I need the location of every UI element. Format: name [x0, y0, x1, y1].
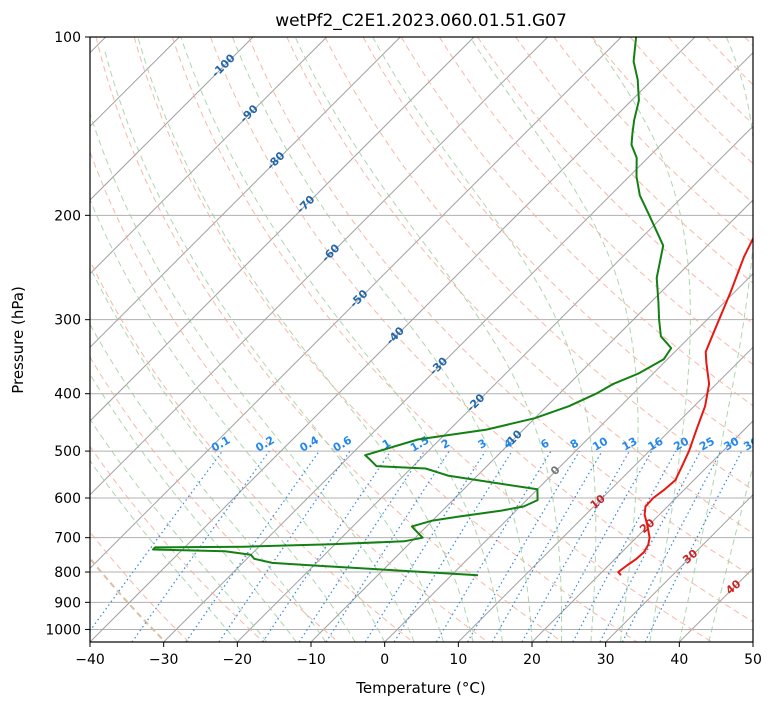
- isotherm-line: [90, 37, 254, 201]
- dry-adiabat-line: [553, 37, 753, 244]
- isotherm-line: [384, 272, 753, 642]
- moist-adiabat-line: [137, 37, 474, 642]
- dry-adiabat-line: [90, 356, 339, 642]
- mixing-ratio-line: [466, 450, 580, 642]
- moist-adiabat-line: [103, 49, 445, 642]
- y-tick-label: 800: [54, 565, 81, 581]
- x-axis: −40 −30 −20 −10 0 10 20 30 40 50: [75, 642, 762, 668]
- mixing-ratio-line: [599, 450, 702, 642]
- dry-adiabat-line: [324, 37, 753, 491]
- y-tick-label: 500: [54, 444, 81, 460]
- y-tick-label: 700: [54, 531, 81, 547]
- x-tick-label: −10: [296, 652, 326, 668]
- x-tick-label: 10: [449, 652, 467, 668]
- dry-adiabat-line: [248, 37, 753, 578]
- plot-frame: [89, 36, 754, 643]
- dewpoint-line: [152, 37, 673, 577]
- moist-adiabat-line: [90, 373, 297, 642]
- mixing-ratio-line: [218, 450, 351, 642]
- isotherm-line: [236, 125, 753, 642]
- dry-adiabat-line: [95, 37, 563, 642]
- mixing-ratio-line: [364, 450, 486, 642]
- moist-adiabat-line: [90, 418, 268, 642]
- y-axis: 100 200 300 400 500 600 700 800 900 1000: [45, 30, 90, 638]
- x-tick-label: 20: [523, 652, 541, 668]
- x-tick-label: −20: [223, 652, 253, 668]
- mixing-ratio-line: [298, 450, 425, 642]
- x-axis-label: Temperature (°C): [355, 679, 485, 697]
- mixing-ratio-line: [262, 450, 392, 642]
- moist-adiabat-line: [90, 266, 356, 642]
- moist-adiabat-line: [708, 464, 753, 642]
- mixing-ratio-line: [185, 450, 320, 642]
- isotherm-line: [90, 37, 549, 496]
- moist-adiabat-line: [469, 37, 639, 642]
- chart-title: wetPf2_C2E1.2023.060.01.51.G07: [275, 11, 567, 31]
- isotherm-line: [531, 420, 753, 642]
- mixing-ratio-line: [435, 450, 552, 642]
- moist-adiabat-line: [294, 37, 563, 642]
- moist-adiabat-line: [90, 198, 386, 642]
- x-tick-label: 40: [670, 652, 688, 668]
- dry-adiabat-line: [286, 37, 753, 534]
- x-tick-label: 0: [380, 652, 389, 668]
- sounding-lines: [152, 37, 753, 577]
- moist-adiabat-line: [180, 37, 503, 642]
- plot-area: [90, 37, 753, 642]
- dry-adiabat-line: [438, 37, 753, 366]
- y-tick-label: 200: [54, 208, 81, 224]
- moist-adiabat-line: [231, 37, 533, 642]
- moist-adiabat-line: [90, 111, 415, 642]
- y-tick-label: 400: [54, 387, 81, 403]
- moist-adiabat-line: [678, 37, 753, 642]
- x-tick-label: 30: [597, 652, 615, 668]
- temperature-line: [617, 236, 753, 576]
- dry-adiabat-line: [90, 150, 488, 642]
- isotherm-line: [90, 37, 696, 642]
- x-tick-label: 50: [744, 652, 762, 668]
- mixing-ratio-line: [393, 450, 513, 642]
- dry-adiabat-line: [210, 37, 753, 623]
- isotherm-line: [90, 37, 328, 275]
- x-tick-label: −40: [75, 652, 105, 668]
- y-tick-label: 1000: [45, 622, 81, 638]
- moist-adiabat-line: [90, 459, 238, 642]
- mixing-ratio-line: [572, 450, 677, 642]
- mixing-ratio-label: 36: [741, 434, 761, 453]
- y-axis-label: Pressure (hPa): [9, 286, 27, 394]
- x-tick-label: −30: [149, 652, 179, 668]
- isotherm-line: [90, 37, 622, 570]
- moist-adiabat-line: [590, 37, 691, 642]
- moist-adiabat-line: [372, 37, 597, 642]
- mixing-ratio-line: [325, 450, 450, 642]
- dry-adiabat-line: [591, 37, 753, 204]
- dry-adiabat-line: [171, 37, 712, 642]
- y-tick-label: 100: [54, 30, 81, 46]
- y-tick-label: 900: [54, 595, 81, 611]
- dry-adiabat-line: [400, 37, 753, 407]
- y-tick-label: 300: [54, 313, 81, 329]
- moist-adiabat-line: [90, 323, 327, 642]
- y-tick-label: 600: [54, 491, 81, 507]
- isotherm-line: [90, 37, 401, 349]
- dry-adiabat-line: [90, 445, 264, 642]
- isotherm-line: [605, 493, 753, 642]
- isotherm-line: [457, 346, 753, 642]
- dry-adiabat-line: [90, 259, 414, 642]
- isotherm-line: [163, 51, 753, 642]
- isotherm-line: [90, 37, 475, 422]
- dry-adiabat-line: [133, 37, 638, 642]
- dry-adiabat-line: [362, 37, 753, 449]
